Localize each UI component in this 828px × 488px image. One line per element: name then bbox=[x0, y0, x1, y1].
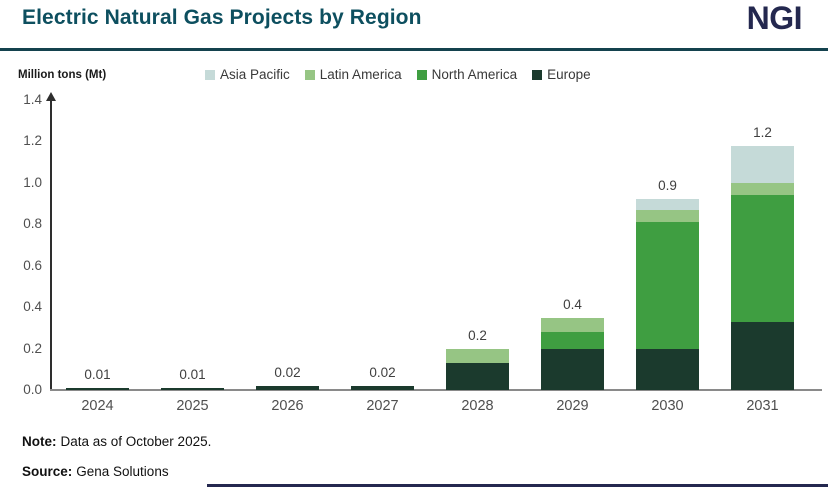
legend-swatch-icon bbox=[416, 69, 427, 80]
bar-segment-europe bbox=[161, 387, 224, 390]
y-tick-label: 1.4 bbox=[23, 92, 42, 107]
bar-segment-europe bbox=[446, 363, 509, 390]
bar-segment-latin-america bbox=[541, 317, 604, 332]
legend-item: North America bbox=[416, 67, 518, 82]
legend-item: Europe bbox=[532, 67, 591, 82]
note-text: Note: Data as of October 2025. bbox=[22, 434, 211, 449]
source-text: Source: Gena Solutions bbox=[22, 464, 169, 479]
bar-segment-latin-america bbox=[636, 209, 699, 223]
legend-label: Europe bbox=[547, 67, 591, 82]
source-label: Source: bbox=[22, 464, 73, 479]
y-tick-label: 0.2 bbox=[23, 340, 42, 356]
bar-value-label: 1.2 bbox=[753, 124, 772, 140]
x-category-label: 2026 bbox=[271, 398, 304, 414]
bar-segment-europe bbox=[351, 385, 414, 390]
bar-segment-asia-pacific bbox=[636, 199, 699, 210]
bar-segment-europe bbox=[636, 348, 699, 390]
legend-label: Asia Pacific bbox=[220, 67, 290, 82]
bar-segment-europe bbox=[256, 385, 319, 390]
bar-value-label: 0.01 bbox=[179, 366, 206, 382]
y-axis-line bbox=[50, 100, 52, 390]
source-value: Gena Solutions bbox=[76, 464, 169, 479]
y-tick-label: 1.0 bbox=[23, 174, 42, 190]
bar-segment-latin-america bbox=[446, 348, 509, 364]
bar-value-label: 0.2 bbox=[468, 327, 487, 343]
legend-item: Latin America bbox=[304, 67, 402, 82]
page-title: Electric Natural Gas Projects by Region bbox=[22, 6, 422, 29]
y-tick-label: 0.6 bbox=[23, 257, 42, 273]
bar-value-label: 0.02 bbox=[274, 364, 301, 380]
y-axis-unit-label: Million tons (Mt) bbox=[18, 69, 107, 81]
y-axis-arrow-icon bbox=[46, 92, 56, 101]
bar-segment-latin-america bbox=[731, 182, 794, 196]
x-category-label: 2031 bbox=[746, 398, 779, 414]
x-category-label: 2029 bbox=[556, 398, 589, 414]
ngi-logo: NGI bbox=[746, 0, 803, 36]
legend-swatch-icon bbox=[304, 69, 315, 80]
legend-swatch-icon bbox=[532, 69, 543, 80]
x-axis-line bbox=[50, 389, 822, 391]
bar-segment-north-america bbox=[731, 195, 794, 322]
footer-divider bbox=[207, 484, 828, 487]
bar-value-label: 0.01 bbox=[84, 366, 111, 382]
legend-label: North America bbox=[431, 67, 518, 82]
bar-segment-north-america bbox=[636, 222, 699, 349]
bar-value-label: 0.4 bbox=[563, 296, 582, 312]
x-category-label: 2027 bbox=[366, 398, 399, 414]
bar-segment-europe bbox=[731, 321, 794, 390]
legend-swatch-icon bbox=[205, 69, 215, 80]
bar-segment-north-america bbox=[541, 332, 604, 349]
header-divider bbox=[0, 48, 828, 51]
bar-value-label: 0.9 bbox=[658, 178, 677, 194]
y-tick-label: 0.8 bbox=[23, 216, 42, 232]
bar-segment-asia-pacific bbox=[731, 145, 794, 183]
bar-segment-europe bbox=[66, 387, 129, 390]
y-tick-label: 0.0 bbox=[23, 382, 42, 397]
x-category-label: 2030 bbox=[651, 398, 684, 414]
note-label: Note: bbox=[22, 434, 57, 449]
bar-segment-europe bbox=[541, 348, 604, 390]
bar-value-label: 0.02 bbox=[369, 364, 396, 380]
y-tick-label: 0.4 bbox=[23, 299, 42, 315]
y-tick-label: 1.2 bbox=[23, 133, 42, 149]
legend-label: Latin America bbox=[319, 67, 402, 82]
x-category-label: 2024 bbox=[81, 398, 114, 414]
note-value: Data as of October 2025. bbox=[60, 434, 212, 449]
x-category-label: 2025 bbox=[176, 398, 209, 414]
legend-item: Asia Pacific bbox=[205, 67, 290, 82]
x-category-label: 2028 bbox=[461, 398, 494, 414]
chart-legend: Asia Pacific Latin America North America Eu… bbox=[205, 67, 591, 82]
